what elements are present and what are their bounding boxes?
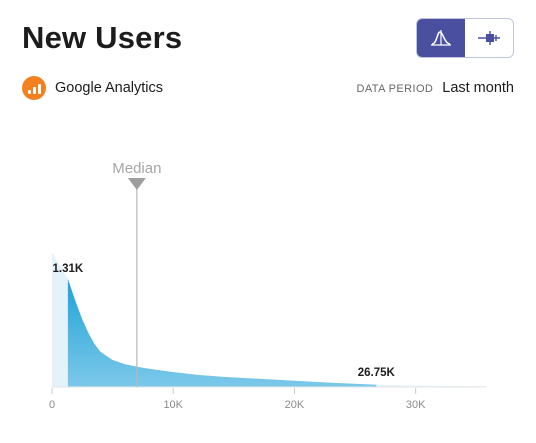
x-tick-label: 20K [285, 399, 305, 411]
distribution-view-button[interactable] [417, 19, 465, 57]
data-period-value[interactable]: Last month [442, 80, 514, 96]
data-period: DATA PERIOD Last month [357, 80, 514, 96]
view-toggle [416, 18, 514, 58]
median-marker-icon [127, 178, 146, 190]
median-label: Median [112, 160, 161, 177]
data-source-label: Google Analytics [55, 80, 164, 96]
data-source: Google Analytics [22, 76, 163, 100]
distribution-area-range [67, 279, 377, 387]
box-plot-icon [478, 31, 500, 45]
distribution-curve-icon [431, 30, 451, 46]
x-tick-label: 10K [163, 399, 183, 411]
range-high-label: 26.75K [358, 367, 396, 379]
range-low-label: 1.31K [53, 263, 84, 275]
page-title: New Users [22, 20, 183, 55]
box-plot-view-button[interactable] [465, 19, 513, 57]
data-period-label: DATA PERIOD [356, 83, 434, 95]
x-tick-label: 0 [49, 399, 55, 411]
google-analytics-icon [22, 76, 46, 100]
x-tick-label: 30K [406, 399, 426, 411]
